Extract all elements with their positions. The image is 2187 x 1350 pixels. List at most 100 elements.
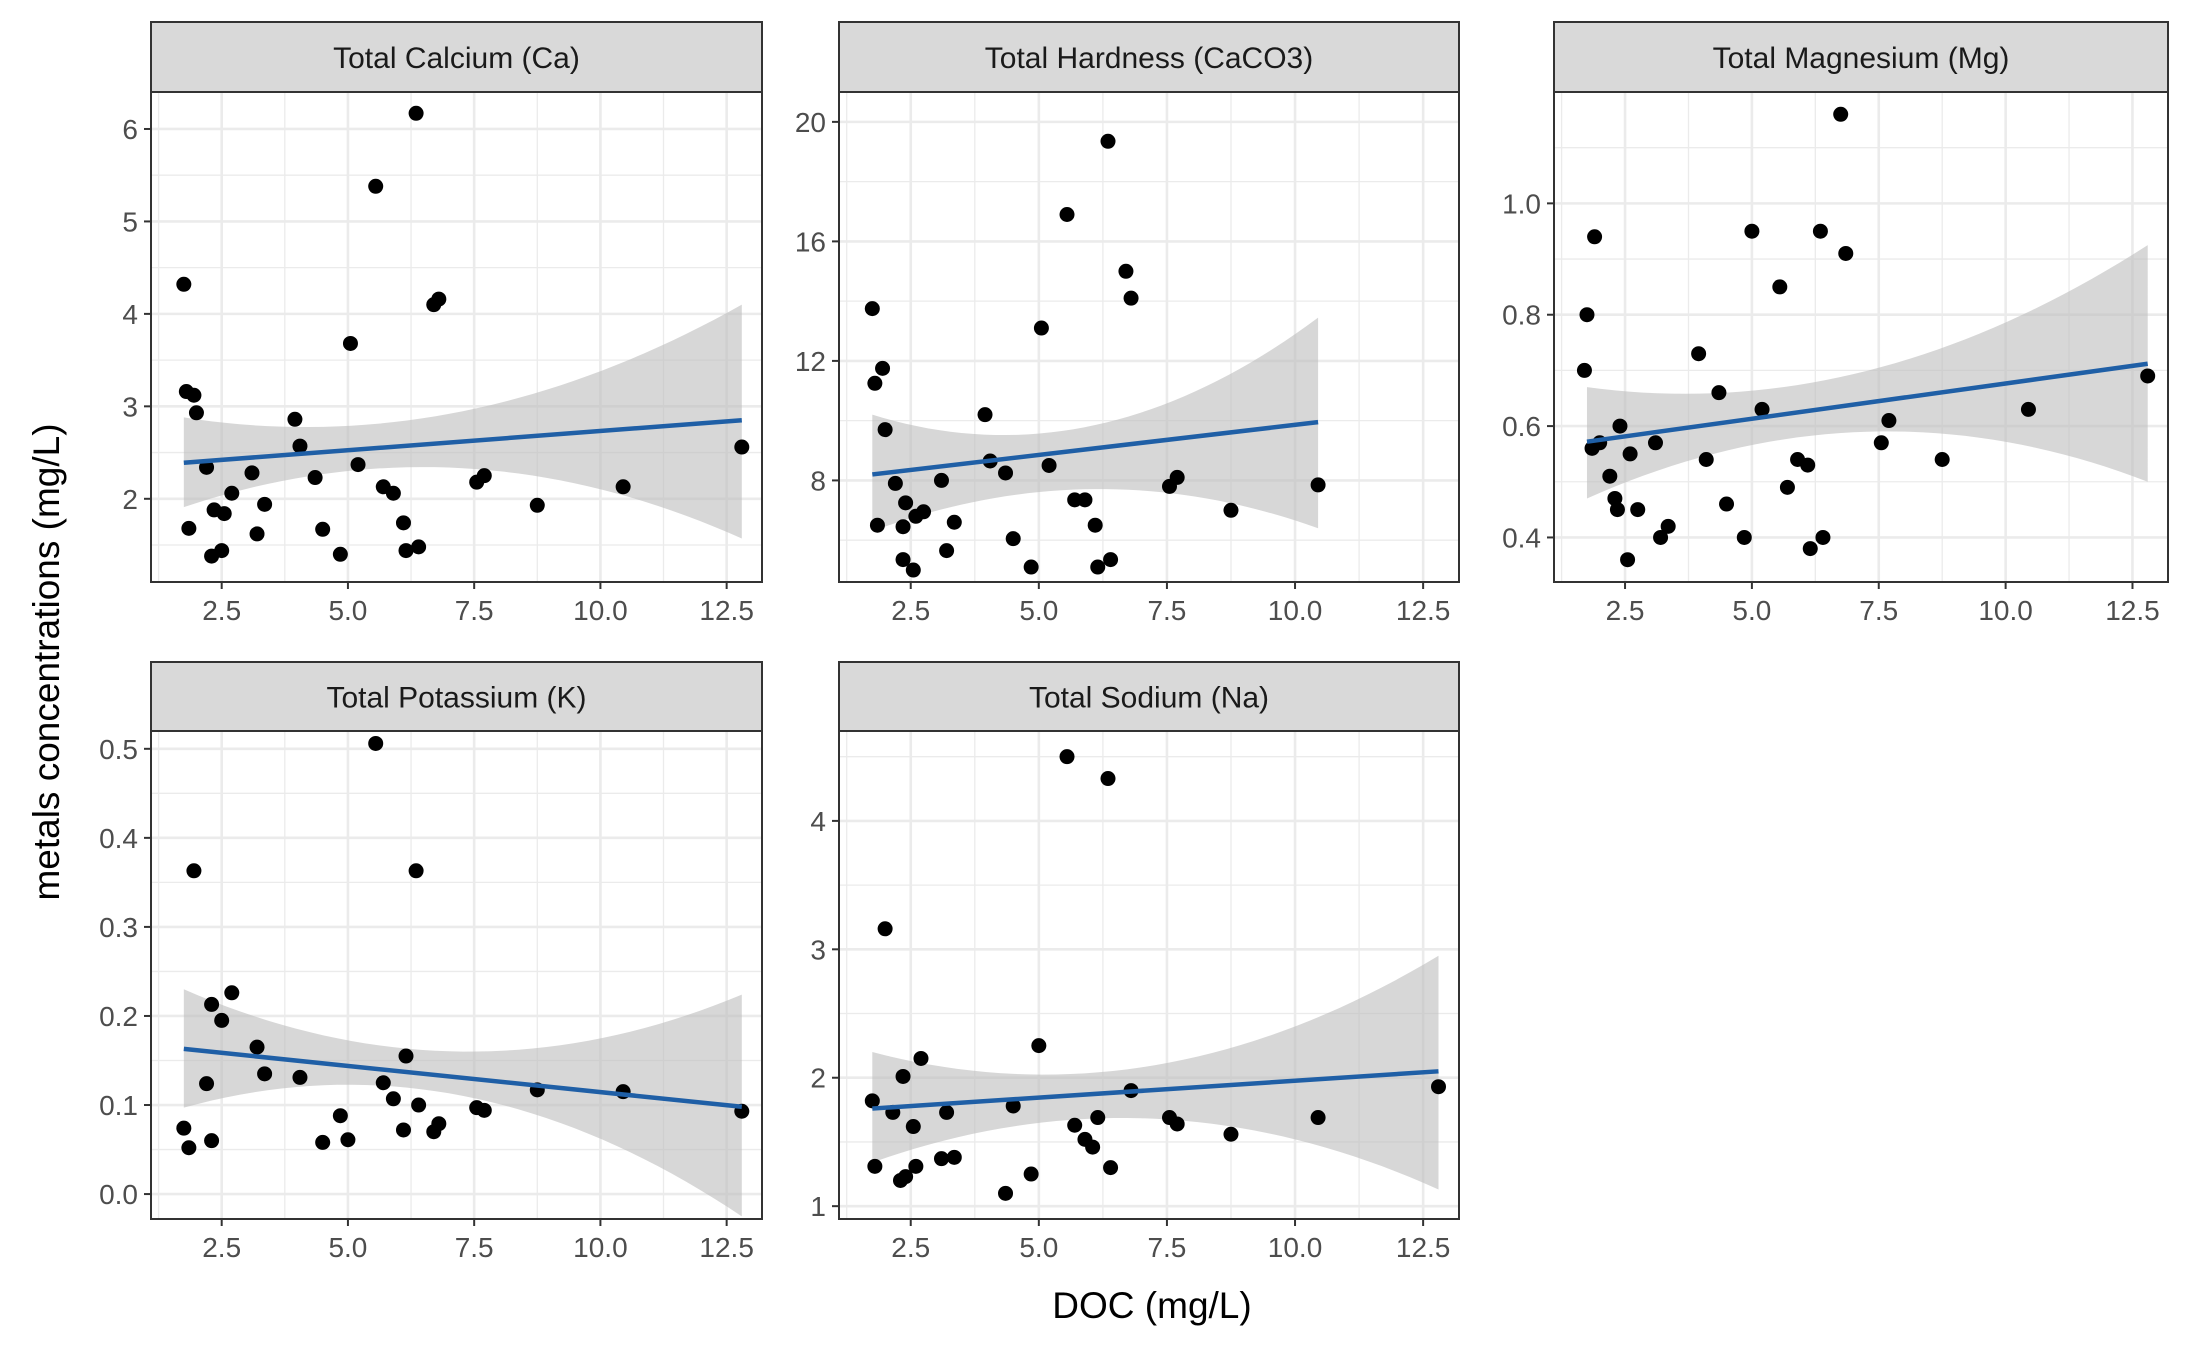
y-tick-label: 0.2 — [99, 1001, 138, 1032]
data-point — [1833, 106, 1849, 122]
data-point — [2140, 368, 2156, 384]
data-point — [1873, 435, 1889, 451]
data-point — [529, 497, 545, 513]
y-tick-label: 8 — [810, 465, 826, 496]
facet-strip — [1553, 21, 2169, 93]
data-point — [905, 562, 921, 578]
x-tick-label: 5.0 — [328, 1232, 367, 1263]
x-tick-label: 2.5 — [891, 595, 930, 626]
x-tick-label: 7.5 — [455, 595, 494, 626]
data-point — [1031, 1038, 1047, 1054]
data-point — [869, 517, 885, 533]
data-point — [199, 459, 215, 475]
fit-line — [872, 1069, 1439, 1111]
data-point — [204, 996, 220, 1012]
data-point — [939, 1104, 955, 1120]
y-tick-label: 0.6 — [1502, 411, 1541, 442]
data-point — [1067, 492, 1083, 508]
data-point — [181, 520, 197, 536]
facet-strip — [150, 661, 763, 732]
data-point — [998, 1185, 1014, 1201]
data-point — [913, 1050, 929, 1066]
facet-strip — [838, 661, 1460, 732]
data-point — [1103, 1160, 1119, 1176]
y-tick-label: 1 — [810, 1191, 826, 1222]
data-point — [1812, 223, 1828, 239]
data-point — [1103, 552, 1119, 568]
data-point — [1310, 477, 1326, 493]
data-point — [1090, 1110, 1106, 1126]
data-point — [1653, 529, 1669, 545]
data-point — [340, 1132, 356, 1148]
data-point — [332, 546, 348, 562]
data-point — [1838, 245, 1854, 261]
y-tick-label: 0.1 — [99, 1090, 138, 1121]
data-point — [895, 552, 911, 568]
data-point — [431, 291, 447, 307]
data-point — [1023, 1166, 1039, 1182]
data-point — [1815, 529, 1831, 545]
data-point — [368, 178, 384, 194]
facet-panel: 2.5 5.0 7.5 10.0 12.5 1 2 3 4 Total Sodium (Na) — [810, 661, 1460, 1263]
data-point — [977, 407, 993, 423]
data-point — [1802, 541, 1818, 557]
data-point — [214, 543, 230, 559]
x-tick-label: 5.0 — [328, 595, 367, 626]
data-point — [1310, 1110, 1326, 1126]
data-point — [1744, 223, 1760, 239]
data-point — [1754, 401, 1770, 417]
data-point — [307, 470, 323, 486]
y-tick-label: 4 — [122, 299, 138, 330]
facet-title: Total Calcium (Ca) — [333, 42, 580, 75]
x-axis-title: DOC (mg/L) — [1052, 1285, 1251, 1326]
data-point — [1576, 362, 1592, 378]
data-point — [257, 496, 273, 512]
data-point — [905, 1119, 921, 1135]
data-point — [1630, 502, 1646, 518]
x-tick-label: 10.0 — [1268, 595, 1323, 626]
data-point — [877, 422, 893, 438]
data-point — [224, 985, 240, 1001]
facet-panel: 2.5 5.0 7.5 10.0 12.5 8 12 16 20 Total Hardness (… — [795, 21, 1460, 626]
fit-line — [183, 417, 742, 465]
x-tick-label: 10.0 — [1978, 595, 2033, 626]
y-tick-label: 2 — [810, 1063, 826, 1094]
data-point — [1622, 446, 1638, 462]
data-point — [476, 1102, 492, 1118]
data-point — [1881, 413, 1897, 429]
facet-panel: 2.5 5.0 7.5 10.0 12.5 2 3 4 5 6 Total Calcium (Ca) — [122, 21, 763, 626]
x-tick-label: 2.5 — [891, 1232, 930, 1263]
data-point — [933, 472, 949, 488]
data-point — [1779, 479, 1795, 495]
data-point — [411, 539, 427, 555]
data-point — [864, 1093, 880, 1109]
data-point — [315, 521, 331, 537]
confidence-band — [872, 955, 1439, 1190]
data-point — [257, 1066, 273, 1082]
x-tick-label: 7.5 — [1147, 595, 1186, 626]
data-point — [204, 1133, 220, 1149]
data-point — [431, 1116, 447, 1132]
data-point — [1169, 469, 1185, 485]
data-point — [1100, 133, 1116, 149]
data-point — [1620, 552, 1636, 568]
data-point — [2020, 401, 2036, 417]
data-point — [385, 1091, 401, 1107]
data-point — [1118, 263, 1134, 279]
data-point — [292, 438, 308, 454]
x-tick-label: 7.5 — [1859, 595, 1898, 626]
facet-title: Total Potassium (K) — [326, 682, 586, 715]
facet-strip — [150, 21, 763, 93]
data-point — [946, 1149, 962, 1165]
data-point — [615, 479, 631, 495]
y-tick-label: 2 — [122, 484, 138, 515]
data-point — [395, 515, 411, 531]
data-point — [368, 735, 384, 751]
y-tick-label: 3 — [810, 934, 826, 965]
y-tick-label: 16 — [795, 226, 826, 257]
data-point — [1067, 1117, 1083, 1133]
data-point — [398, 543, 414, 559]
x-tick-label: 2.5 — [1606, 595, 1645, 626]
